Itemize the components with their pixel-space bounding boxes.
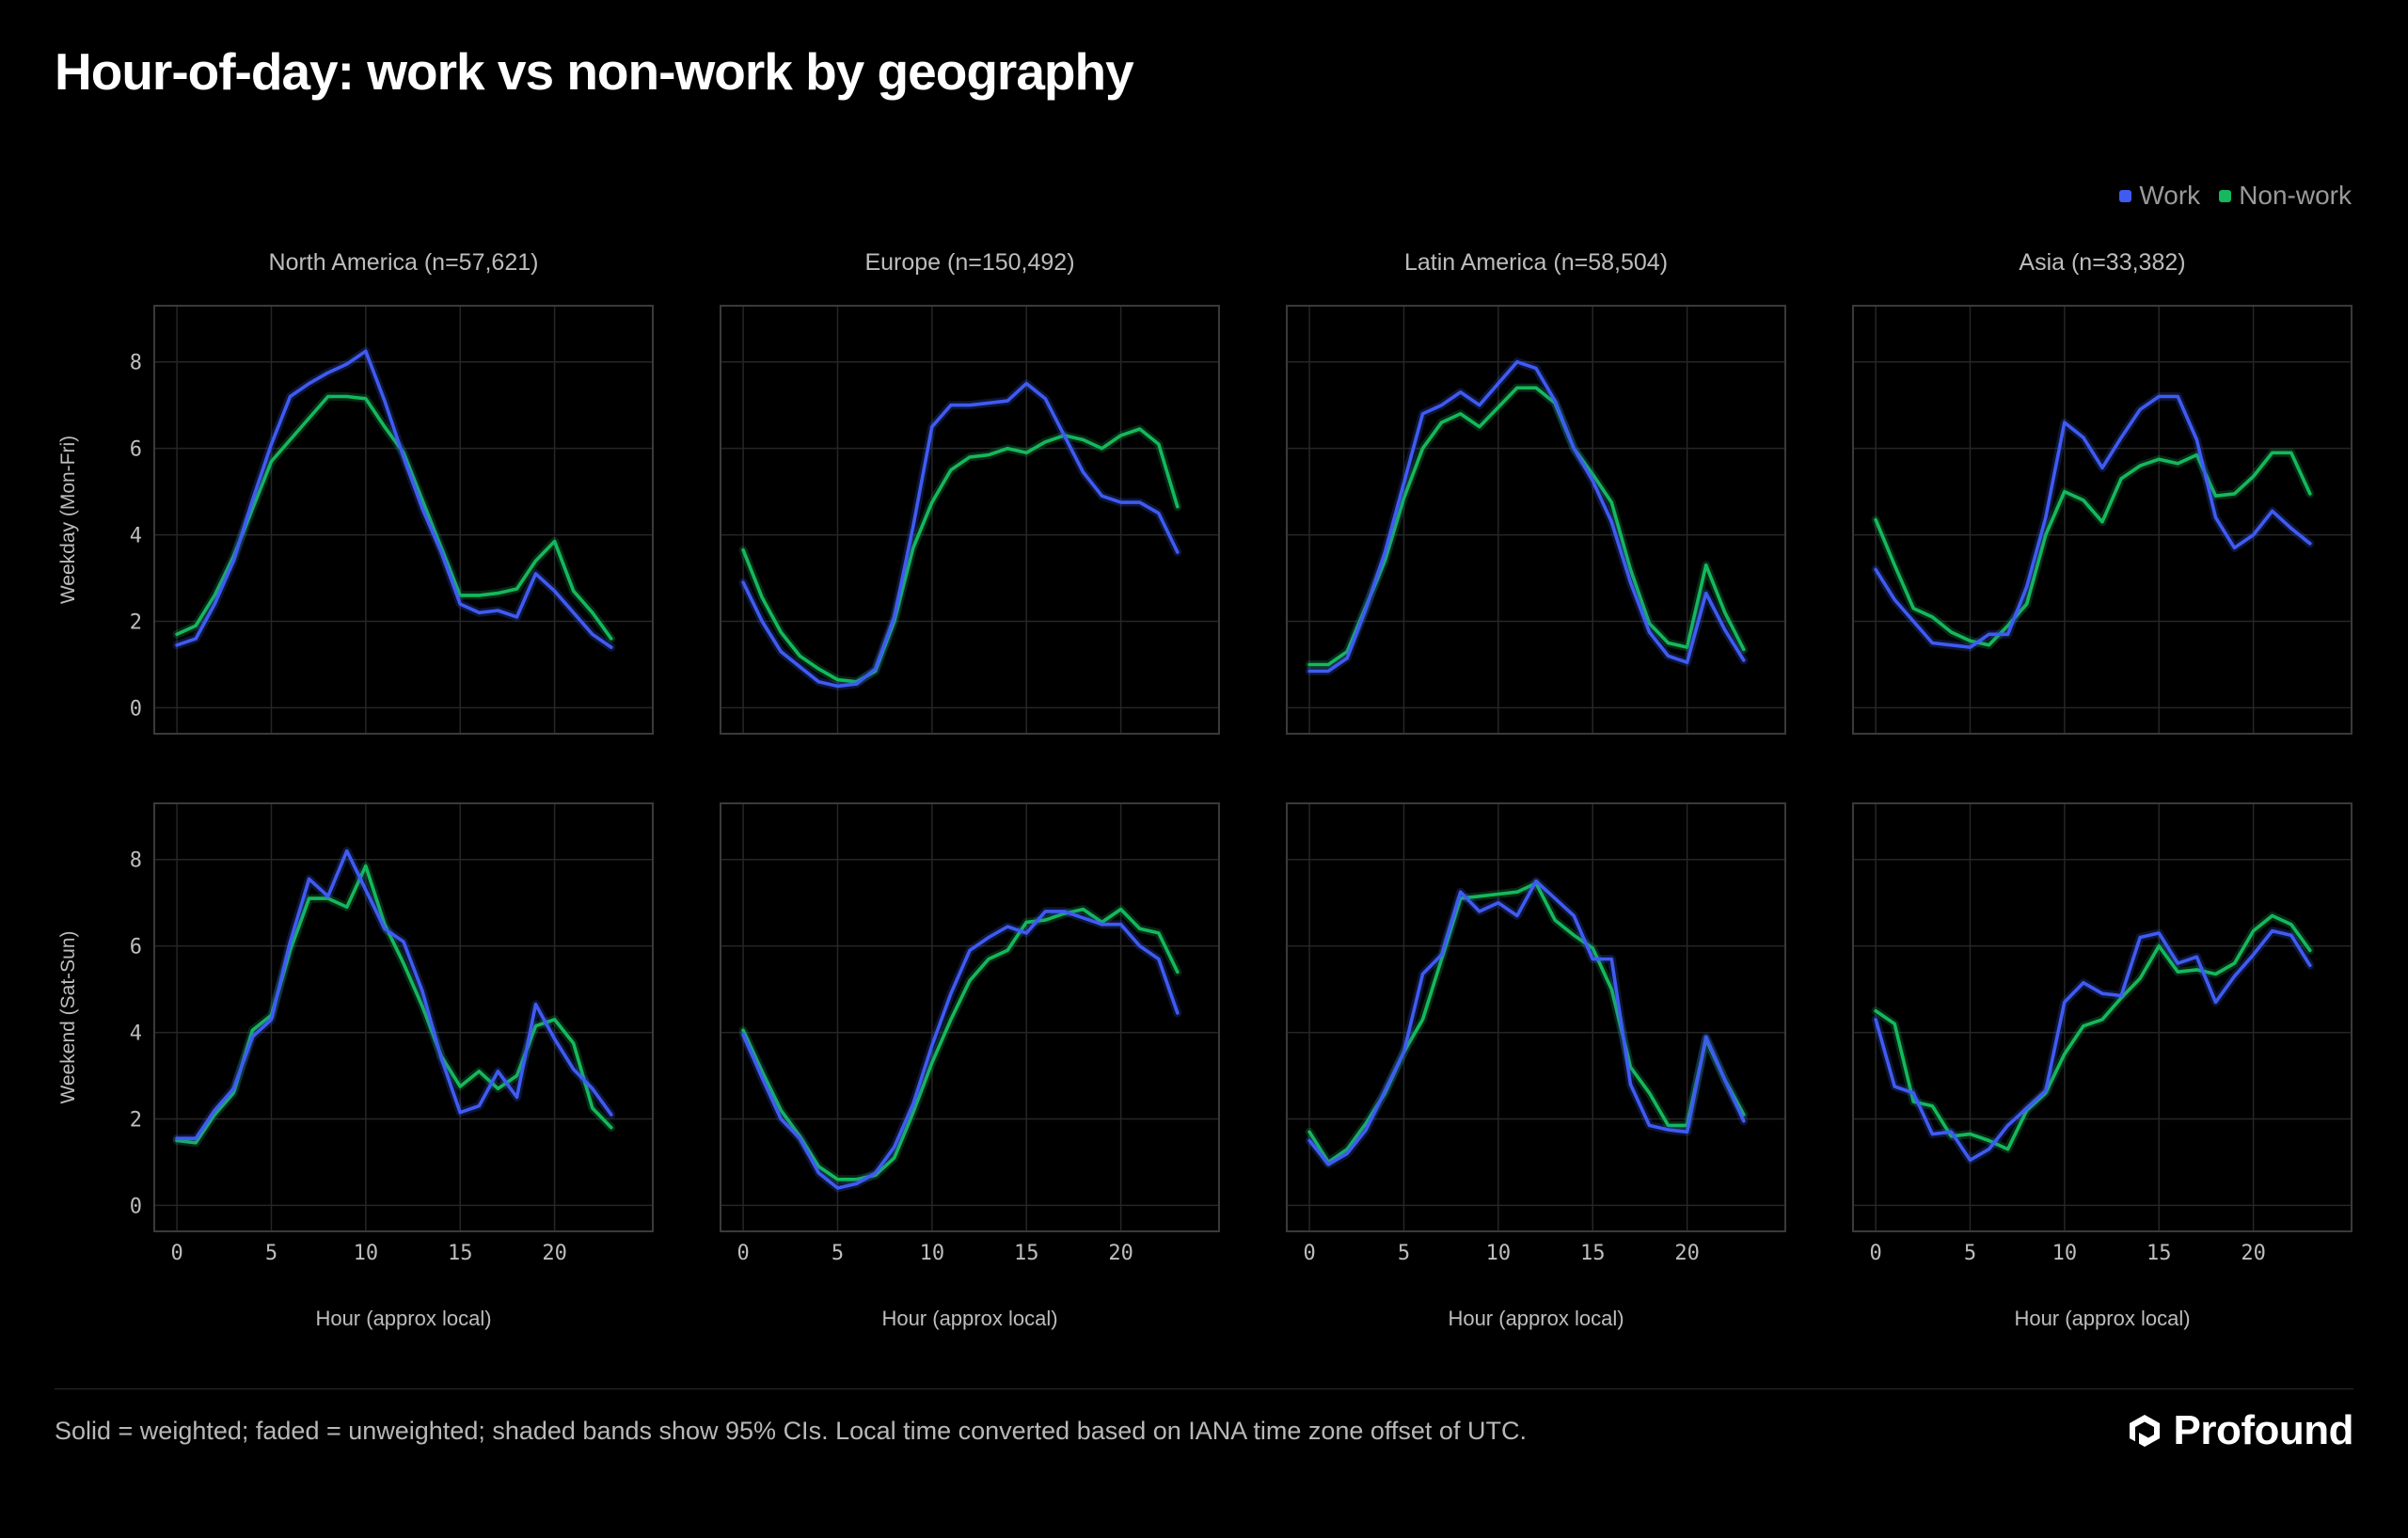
y-tick-label: 8 (130, 352, 142, 375)
series-line-work (741, 910, 1180, 1190)
series-band-work (738, 907, 1182, 1193)
series-line-non-work (175, 864, 613, 1145)
chart-legend: Work Non-work (2119, 181, 2352, 211)
panel-frame (153, 305, 654, 735)
y-tick-label: 2 (130, 1109, 142, 1133)
series-line-work (175, 848, 613, 1140)
series-line-non-work (175, 394, 613, 641)
panel-r1-c3: 0 5 10 15 20 (1852, 802, 2353, 1265)
x-tick-label: 10 (354, 1242, 379, 1265)
panel-frame (153, 802, 654, 1232)
row-label: Weekday (Mon-Fri) (57, 436, 79, 604)
panel-frame (1286, 802, 1786, 1232)
series-band-non-work (1305, 383, 1749, 669)
legend-item-non-work[interactable]: Non-work (2219, 181, 2352, 211)
legend-swatch-non-work (2219, 189, 2232, 202)
x-tick-label: 15 (1014, 1242, 1039, 1265)
x-tick-label: 20 (2241, 1242, 2266, 1265)
y-tick-label: 6 (130, 438, 142, 462)
y-tick-label: 0 (130, 697, 142, 721)
x-tick-label: 0 (170, 1242, 182, 1265)
x-tick-label: 10 (2052, 1242, 2078, 1265)
panel-r0-c2 (1286, 305, 1786, 735)
legend-label-work: Work (2139, 181, 2201, 210)
series-line-work (1874, 928, 2312, 1162)
column-title: Europe (n=150,492) (864, 249, 1074, 276)
panel-r0-c3 (1852, 305, 2353, 735)
x-tick-label: 5 (832, 1242, 844, 1265)
column-title: Latin America (n=58,504) (1404, 249, 1668, 276)
footer-note: Solid = weighted; faded = unweighted; sh… (55, 1417, 1527, 1445)
x-tick-label: 15 (1580, 1242, 1606, 1265)
series-line-work (741, 381, 1180, 689)
panel-r0-c1 (720, 305, 1220, 735)
x-tick-label: 5 (1398, 1242, 1410, 1265)
panel-frame (1852, 305, 2353, 735)
y-tick-label: 8 (130, 849, 142, 873)
legend-item-work[interactable]: Work (2119, 181, 2200, 211)
panel-frame (1852, 802, 2353, 1232)
series-line-work (1307, 879, 1746, 1166)
series-line-non-work (741, 427, 1180, 684)
series-band-non-work (1871, 448, 2315, 650)
page-title: Hour-of-day: work vs non-work by geograp… (55, 42, 1134, 101)
facet-chart-grid: North America (n=57,621) Hour (approx loc… (57, 249, 2353, 1330)
series-line-work (1874, 394, 2312, 649)
y-tick-label: 6 (130, 936, 142, 959)
x-tick-label: 5 (265, 1242, 277, 1265)
x-tick-label: 0 (737, 1242, 749, 1265)
series-band-non-work (738, 424, 1182, 687)
series-line-non-work (1874, 451, 2312, 647)
panel-frame (720, 305, 1220, 735)
series-line-work (175, 349, 613, 649)
panel-r1-c1: 0 5 10 15 20 (720, 802, 1220, 1265)
series-band-work (1871, 392, 2315, 652)
panel-r1-c2: 0 5 10 15 20 (1286, 802, 1786, 1265)
series-band-work (1305, 357, 1749, 675)
panel-r1-c0: 0 2 4 6 8 0 5 10 15 20 (130, 802, 654, 1265)
x-tick-label: 0 (1303, 1242, 1315, 1265)
panel-frame (720, 802, 1220, 1232)
brand-name: Profound (2173, 1407, 2353, 1453)
series-band-non-work (738, 905, 1182, 1184)
y-tick-label: 0 (130, 1195, 142, 1218)
column-title: Asia (n=33,382) (2019, 249, 2185, 276)
profound-logo-icon (2130, 1415, 2161, 1447)
legend-label-non-work: Non-work (2239, 181, 2352, 210)
x-tick-label: 20 (542, 1242, 567, 1265)
x-tick-label: 15 (448, 1242, 473, 1265)
y-tick-label: 2 (130, 611, 142, 635)
series-band-non-work (172, 862, 616, 1148)
y-tick-label: 4 (130, 1023, 142, 1046)
row-label: Weekend (Sat-Sun) (57, 930, 79, 1103)
series-line-non-work (741, 907, 1180, 1181)
panel-frame (1286, 305, 1786, 735)
series-line-work (1307, 359, 1746, 674)
x-tick-label: 10 (1486, 1242, 1512, 1265)
x-axis-label: Hour (approx local) (1448, 1307, 1624, 1330)
panel-r0-c0: 0 2 4 6 8 (130, 305, 654, 735)
series-band-work (172, 346, 616, 652)
legend-swatch-work (2119, 189, 2132, 202)
x-axis-label: Hour (approx local) (881, 1307, 1057, 1330)
x-tick-label: 10 (920, 1242, 945, 1265)
x-axis-label: Hour (approx local) (315, 1307, 491, 1330)
column-title: North America (n=57,621) (269, 249, 539, 276)
footer-divider (55, 1388, 2353, 1389)
x-tick-label: 15 (2147, 1242, 2172, 1265)
x-tick-label: 20 (1108, 1242, 1133, 1265)
x-tick-label: 5 (1964, 1242, 1976, 1265)
series-line-non-work (1307, 386, 1746, 667)
x-axis-label: Hour (approx local) (2014, 1307, 2190, 1330)
series-band-work (172, 847, 616, 1143)
x-tick-label: 0 (1869, 1242, 1881, 1265)
x-tick-label: 20 (1674, 1242, 1700, 1265)
y-tick-label: 4 (130, 525, 142, 548)
brand: Profound (2126, 1407, 2353, 1454)
